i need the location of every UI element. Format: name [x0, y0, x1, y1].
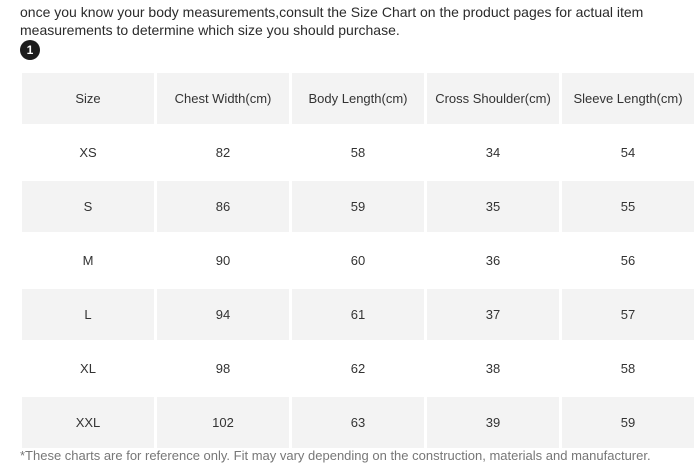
cell-cross-shoulder: 38: [485, 361, 501, 376]
cell-body-length: 63: [292, 397, 424, 448]
header-body-length: Body Length(cm): [292, 73, 424, 124]
cell-cross-shoulder: 37: [427, 289, 559, 340]
cell-body-length: 61: [292, 289, 424, 340]
footnote: *These charts are for reference only. Fi…: [20, 448, 651, 463]
cell-chest-width: 94: [157, 289, 289, 340]
cell-cross-shoulder: 39: [427, 397, 559, 448]
cell-chest-width: 86: [157, 181, 289, 232]
cell-body-length: 58: [350, 145, 366, 160]
header-cross-shoulder: Cross Shoulder(cm): [427, 73, 559, 124]
cell-size: M: [82, 253, 94, 268]
cell-body-length: 60: [350, 253, 366, 268]
table-row: XXL 102 63 39 59: [22, 397, 694, 448]
cell-body-length: 59: [292, 181, 424, 232]
table-row: XS 82 58 34 54: [22, 127, 694, 178]
cell-sleeve-length: 57: [562, 289, 694, 340]
cell-sleeve-length: 54: [620, 145, 636, 160]
cell-size: XL: [80, 361, 96, 376]
cell-chest-width: 98: [215, 361, 231, 376]
cell-size: S: [22, 181, 154, 232]
cell-sleeve-length: 58: [620, 361, 636, 376]
intro-text: once you know your body measurements,con…: [20, 4, 644, 38]
cell-cross-shoulder: 35: [427, 181, 559, 232]
cell-size: XXL: [22, 397, 154, 448]
cell-chest-width: 90: [215, 253, 231, 268]
cell-chest-width: 102: [157, 397, 289, 448]
cell-body-length: 62: [350, 361, 366, 376]
cell-size: XS: [79, 145, 97, 160]
table-header-row: Size Chest Width(cm) Body Length(cm) Cro…: [22, 73, 694, 124]
table-row: M 90 60 36 56: [22, 235, 694, 286]
header-sleeve-length: Sleeve Length(cm): [562, 73, 694, 124]
step-number-badge: 1: [20, 40, 40, 60]
header-size: Size: [22, 73, 154, 124]
size-chart-table: Size Chest Width(cm) Body Length(cm) Cro…: [19, 70, 697, 451]
cell-cross-shoulder: 36: [485, 253, 501, 268]
table-row: XL 98 62 38 58: [22, 343, 694, 394]
cell-sleeve-length: 59: [562, 397, 694, 448]
cell-sleeve-length: 55: [562, 181, 694, 232]
cell-cross-shoulder: 34: [485, 145, 501, 160]
cell-size: L: [22, 289, 154, 340]
table-row: L 94 61 37 57: [22, 289, 694, 340]
header-chest-width: Chest Width(cm): [157, 73, 289, 124]
cell-sleeve-length: 56: [620, 253, 636, 268]
table-row: S 86 59 35 55: [22, 181, 694, 232]
cell-chest-width: 82: [215, 145, 231, 160]
